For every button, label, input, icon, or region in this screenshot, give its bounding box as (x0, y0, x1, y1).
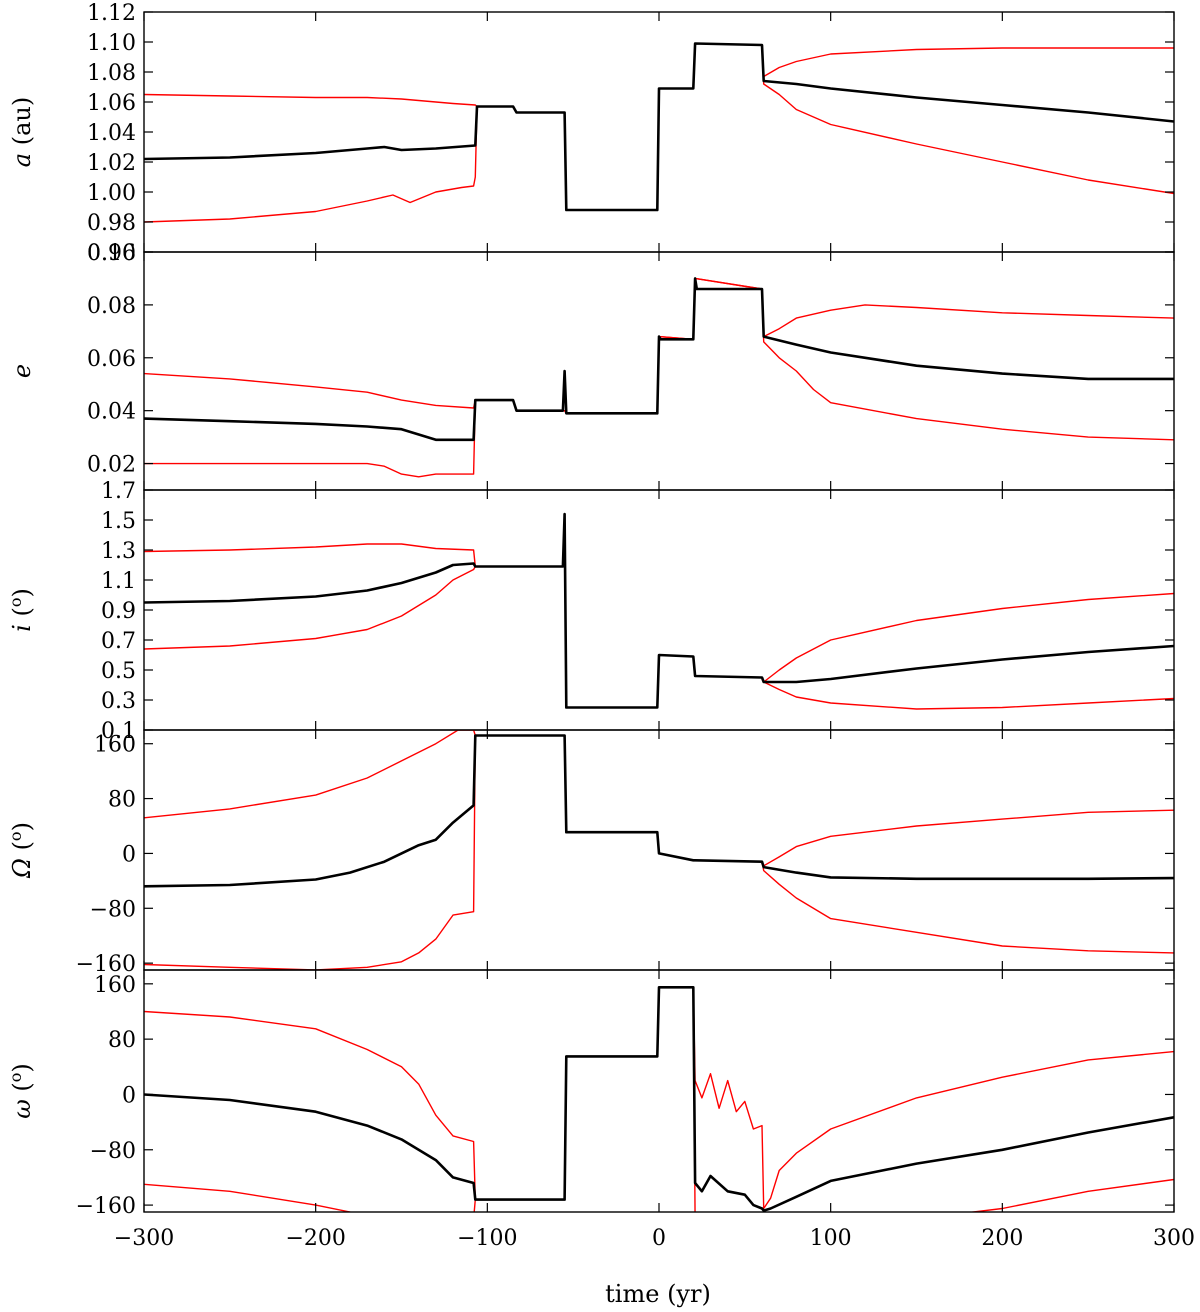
y-tick-label: 0.1 (101, 719, 136, 744)
y-tick-label: 1.06 (87, 91, 136, 116)
series-nominal-line (144, 42, 1174, 212)
y-tick-label: 0 (122, 842, 136, 867)
y-tick-label: 1.04 (87, 121, 136, 146)
y-tick-label: 0.7 (101, 629, 136, 654)
y-tick-label: 0.06 (87, 347, 136, 372)
y-tick-label: −160 (76, 952, 136, 977)
y-tick-label: 0.9 (101, 599, 136, 624)
y-tick-label: 0.3 (101, 689, 136, 714)
y-tick-label: 1.08 (87, 61, 136, 86)
y-tick-label: 80 (108, 788, 136, 813)
y-tick-label: 0.96 (87, 241, 136, 266)
panel-2: 0.1 0.3 0.5 0.7 0.9 1.1 1.3 1.5 1.7 i (o) (6, 479, 1175, 744)
y-tick-label: 0.98 (87, 211, 136, 236)
y-tick-label: 1.3 (101, 539, 136, 564)
y-tick-label: 0.10 (87, 241, 136, 266)
series-upper-line (144, 986, 1174, 1210)
series-nominal-line (144, 985, 1174, 1212)
x-axis-label: time (yr) (605, 1280, 711, 1308)
y-axis-label: ω (o) (6, 1063, 37, 1119)
x-tick-label: 200 (981, 1226, 1023, 1251)
y-tick-label: 1.10 (87, 31, 136, 56)
y-tick-label: 80 (108, 1028, 136, 1053)
y-tick-label: 1.00 (87, 181, 136, 206)
y-tick-label: 1.7 (101, 479, 136, 504)
y-tick-label: −80 (90, 1139, 136, 1164)
x-tick-label: −300 (114, 1226, 174, 1251)
y-tick-label: 160 (94, 973, 136, 998)
y-tick-label: 1.1 (101, 569, 136, 594)
y-tick-label: −160 (76, 1194, 136, 1219)
panel-3: −160 −80 0 80 160 Ω (o) (6, 729, 1175, 977)
y-tick-label: 0.04 (87, 400, 136, 425)
x-tick-labels: −300 −200 −100 0 100 200 300 (114, 1226, 1195, 1251)
y-axis-label: e (8, 364, 36, 378)
x-tick-label: 0 (652, 1226, 666, 1251)
y-tick-label: 1.12 (87, 1, 136, 26)
x-tick-label: −200 (285, 1226, 345, 1251)
x-tick-label: −100 (457, 1226, 517, 1251)
series-nominal-line (144, 277, 1174, 442)
y-tick-label: 160 (94, 733, 136, 758)
x-tick-label: 100 (810, 1226, 852, 1251)
series-nominal-line (144, 512, 1174, 709)
y-tick-label: 1.02 (87, 151, 136, 176)
panel-4: −160 80 0 −80 160 ω (o) (6, 969, 1175, 1219)
series-nominal-line (144, 734, 1174, 888)
panel-1: 0.02 0.04 0.06 0.08 0.10 e (8, 241, 1175, 491)
y-tick-label: 0 (122, 1083, 136, 1108)
panels-group: 0.960.981.001.021.041.061.081.101.12a (a… (6, 1, 1175, 1219)
y-axis-label: Ω (o) (6, 822, 37, 879)
y-tick-label: 0.02 (87, 453, 136, 478)
x-tick-label: 300 (1153, 1226, 1195, 1251)
y-axis-label: i (o) (6, 588, 37, 632)
y-tick-label: 0.08 (87, 294, 136, 319)
y-axis-label: a (au) (8, 97, 36, 167)
panel-0: 0.96 0.98 1.00 1.02 1.04 1.06 1.08 1.10 1.12 a (a… (8, 1, 1175, 266)
y-tick-label: 1.5 (101, 509, 136, 534)
y-tick-label: 0.5 (101, 659, 136, 684)
y-tick-label: −80 (90, 897, 136, 922)
